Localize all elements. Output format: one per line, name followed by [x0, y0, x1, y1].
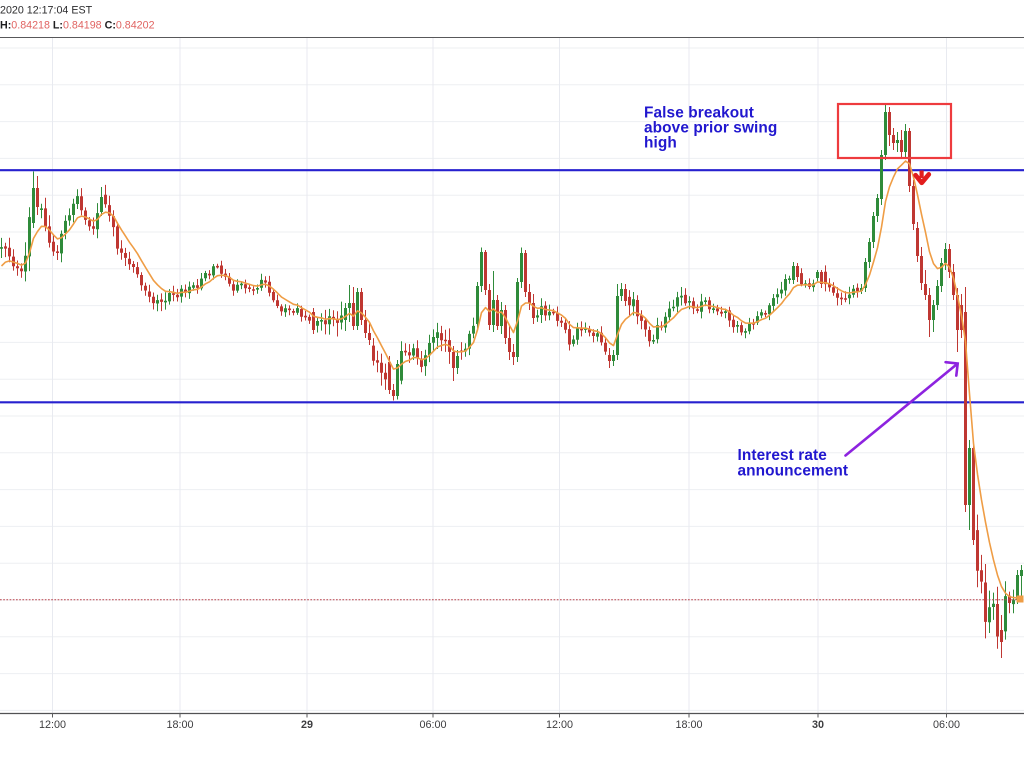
svg-text:False breakout: False breakout — [644, 105, 754, 122]
svg-text:H:0.84218 L:0.84198 C:0.84202: H:0.84218 L:0.84198 C:0.84202 — [0, 20, 155, 32]
svg-text:above prior swing: above prior swing — [644, 120, 777, 137]
svg-text:12:00: 12:00 — [39, 719, 66, 731]
svg-text:29: 29 — [301, 719, 313, 731]
svg-text:06:00: 06:00 — [419, 719, 446, 731]
svg-text:18:00: 18:00 — [166, 719, 193, 731]
svg-text:12:00: 12:00 — [546, 719, 573, 731]
svg-text:30: 30 — [812, 719, 824, 731]
svg-text:Interest rate: Interest rate — [738, 447, 828, 464]
svg-text:18:00: 18:00 — [675, 719, 702, 731]
svg-text:06:00: 06:00 — [933, 719, 960, 731]
svg-text:high: high — [644, 135, 677, 152]
svg-text:announcement: announcement — [738, 463, 849, 480]
svg-text:2020 12:17:04 EST: 2020 12:17:04 EST — [0, 5, 93, 17]
